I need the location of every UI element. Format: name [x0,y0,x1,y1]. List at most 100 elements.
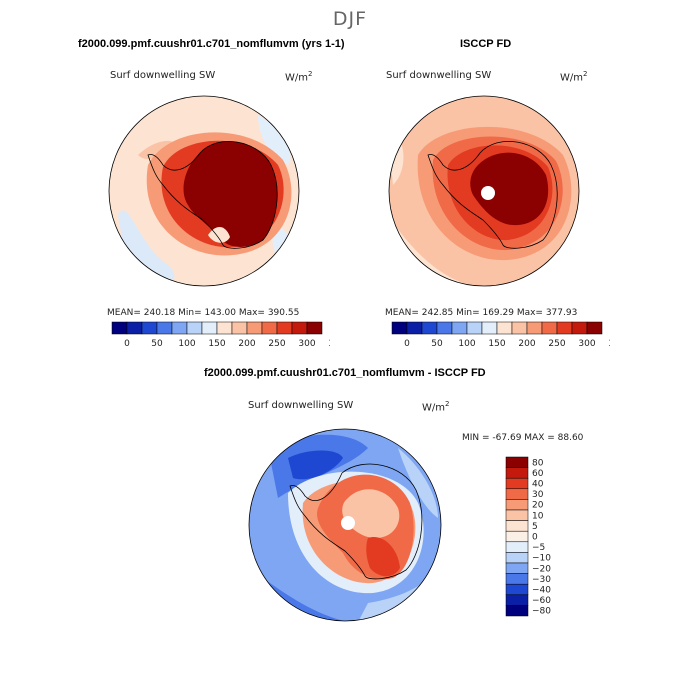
colorbar-box [505,573,529,585]
panel-3-stats: MIN = -67.69 MAX = 88.60 [462,433,584,443]
colorbar-tick-label: 10 [532,511,544,521]
colorbar-box [505,562,529,574]
season-title: DJF [332,8,368,30]
panel-1-units: W/m2 [285,70,313,84]
colorbar-box [156,321,173,335]
panel-1-title: f2000.099.pmf.cuushr01.c701_nomflumvm (y… [78,38,345,50]
colorbar-tick-label: 300 [298,339,315,349]
colorbar-tick-label: −5 [532,543,545,553]
colorbar-tick-label: 100 [178,339,195,349]
colorbar-box [505,552,529,564]
colorbar-box [481,321,498,335]
colorbar-box [216,321,233,335]
colorbar-box [505,467,529,479]
colorbar-box [126,321,143,335]
colorbar-tick-label: −30 [532,575,551,585]
colorbar-tick-label: 60 [532,469,544,479]
colorbar-box [511,321,528,335]
map-boundary [108,95,300,287]
colorbar-tick-label: −10 [532,554,551,564]
colorbar-box [141,321,158,335]
weak-negative-diff-region [398,448,438,518]
strong-negative-diff-region [288,450,343,480]
colorbar-box [111,321,128,335]
panel-3-units: W/m2 [422,400,450,414]
panel-2-title: ISCCP FD [460,38,512,50]
panel-1-map [108,95,300,287]
colorbar-tick-label: 350 [608,339,610,349]
panel-3-map [248,428,442,622]
colorbar-box [505,583,529,596]
colorbar-box [291,321,308,335]
peak-sw-region [183,141,278,247]
colorbar-box [261,321,278,335]
low-sw-region [258,115,291,165]
panel-3-variable: Surf downwelling SW [248,400,354,411]
colorbar-tick-label: 50 [431,339,443,349]
high-positive-diff-region [366,537,400,577]
antarctica-coastline [147,140,278,249]
colorbar-box [505,605,529,617]
colorbar-tick-label: 150 [488,339,505,349]
colorbar-tick-label: 20 [532,501,544,511]
colorbar-box [586,321,603,335]
colorbar-box [505,520,529,532]
colorbar-box [171,321,188,335]
colorbar-tick-label: −20 [532,564,551,574]
colorbar-box [505,499,529,511]
colorbar-tick-label: 200 [238,339,255,349]
panel-1-variable: Surf downwelling SW [110,70,216,81]
colorbar-box [505,477,529,490]
panel-2-units: W/m2 [560,70,588,84]
colorbar-box [541,321,558,335]
colorbar-box [186,321,203,335]
colorbar-tick-label: −60 [532,596,551,606]
colorbar-box [466,321,483,335]
colorbar-box [505,594,529,606]
antarctica-coastline [427,140,558,249]
colorbar-box [505,541,529,553]
colorbar-box [496,321,513,335]
panel-1-stats: MEAN= 240.18 Min= 143.00 Max= 390.55 [107,308,300,318]
colorbar-tick-label: 300 [578,339,595,349]
colorbar-tick-label: 0 [404,339,410,349]
colorbar-box [246,321,263,335]
colorbar-box [505,530,529,543]
colorbar-tick-label: 250 [548,339,565,349]
panel-2-stats: MEAN= 242.85 Min= 169.29 Max= 377.93 [385,308,578,318]
colorbar-tick-label: 250 [268,339,285,349]
colorbar-box [231,321,248,335]
panel-2-map [388,95,580,287]
panel-3-title: f2000.099.pmf.cuushr01.c701_nomflumvm - … [204,367,486,379]
colorbar-tick-label: 350 [328,339,330,349]
colorbar-tick-label: 30 [532,490,544,500]
colorbar-tick-label: 40 [532,480,544,490]
panel-2-variable: Surf downwelling SW [386,70,492,81]
pole-hole [341,516,355,530]
peak-sw-region [470,152,549,226]
colorbar-tick-label: 80 [532,458,544,468]
colorbar-box [571,321,588,335]
colorbar-box [436,321,453,335]
pole-hole [481,186,495,200]
colorbar-box [526,321,543,335]
colorbar-box [391,321,408,335]
antarctica-coastline [289,463,423,580]
weak-positive-diff-region [342,489,400,538]
colorbar-tick-label: 50 [151,339,163,349]
colorbar-tick-label: 0 [124,339,130,349]
colorbar-box [451,321,468,335]
colorbar-tick-label: −80 [532,607,551,617]
colorbar-box [505,509,529,521]
colorbar-box [201,321,218,335]
colorbar-box [505,488,529,500]
colorbar-box [421,321,438,335]
colorbar-tick-label: 0 [532,533,538,543]
panel-2-colorbar: 0 50 100 150 200 250 300 350 [391,321,610,349]
colorbar-box [505,456,529,468]
map-boundary [388,95,580,287]
map-boundary [248,428,442,622]
colorbar-box [556,321,573,335]
colorbar-tick-label: 200 [518,339,535,349]
